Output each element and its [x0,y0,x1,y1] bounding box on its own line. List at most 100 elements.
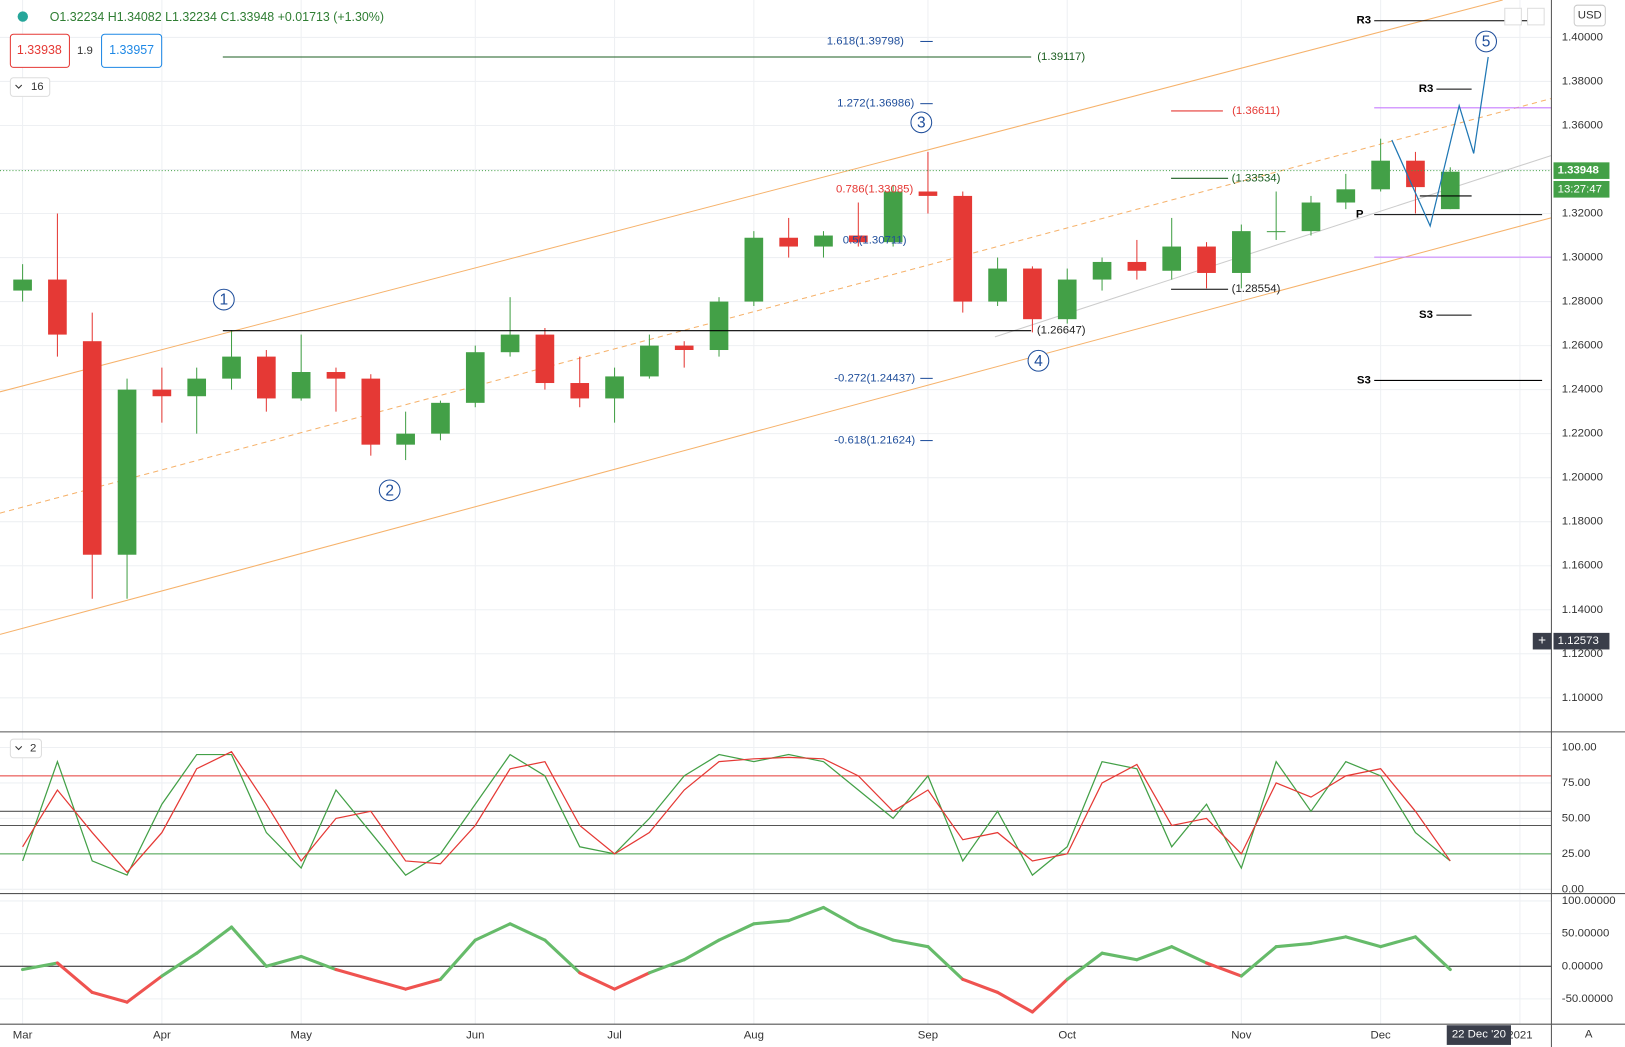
ask-price[interactable]: 1.33957 [109,43,154,57]
candle-body [570,383,590,399]
candle-body [500,334,520,353]
candle-body [117,389,137,555]
candle-body [953,195,973,302]
crosshair-price-box [1553,632,1610,650]
x-tick-label: 2021 [1507,1030,1532,1042]
y-tick-label: 1.32000 [1562,208,1603,220]
channel-upper [0,0,1503,393]
y-tick-label: 0.00 [1562,883,1584,895]
candle-body [535,334,555,384]
crosshair-price-label: 1.12573 [1558,635,1599,647]
momentum-segment [404,977,443,991]
annotation: -0.272(1.24437) [834,372,915,384]
wave-label: 3 [917,114,926,131]
candle-body [82,341,102,555]
wave-marker [1475,30,1498,53]
annotation: (1.39117) [1037,51,1085,63]
momentum-segment [717,922,756,942]
candle-body [1336,189,1356,203]
candle-body [48,279,67,335]
bid-price[interactable]: 1.33938 [17,43,62,57]
candle-body [13,279,32,291]
candle-body [1301,202,1321,232]
crosshair-box [1532,632,1552,650]
y-tick-label: 1.20000 [1562,472,1603,484]
candle-body [883,191,903,243]
auto-scale[interactable]: A [1585,1029,1593,1041]
x-tick-label: Jun [466,1030,484,1042]
candle-body [1406,160,1425,188]
candle-body [1371,160,1390,190]
indicators-toggle[interactable] [9,738,42,759]
momentum-segment [508,922,547,942]
symbol-status[interactable] [17,11,28,22]
last-price-label: 1.33948 [1558,165,1599,177]
wave-label: 2 [385,482,394,499]
channel-lower [0,217,1552,635]
wave-label: 5 [1482,34,1491,51]
candle-body [674,345,694,351]
x-tick-label: Jul [607,1030,622,1042]
candle-body [187,378,207,397]
candle-body [779,237,798,247]
x-tick-label: Aug [744,1030,764,1042]
momentum-segment [752,918,791,926]
x-tick-label: Sep [918,1030,938,1042]
annotation: (1.28554) [1232,283,1281,295]
momentum-segment [334,967,373,981]
momentum-segment [613,971,651,991]
momentum-segment [578,971,617,991]
candle-body [1197,246,1216,273]
wave-marker [212,288,235,311]
candle-body [988,268,1007,302]
momentum-segment [1065,951,1104,981]
momentum-segment [1413,935,1452,972]
countdown-box [1553,181,1610,198]
y-tick-label: 1.26000 [1562,340,1603,352]
annotation: 0.786(1.33085) [836,184,913,196]
y-tick-label: 75.00 [1562,777,1591,789]
indicators-toggle[interactable] [9,77,51,97]
candle-body [1023,268,1042,320]
momentum-segment [1170,945,1209,965]
scroll-button[interactable] [1504,7,1522,26]
momentum-segment [1135,945,1174,962]
momentum-segment [90,990,129,1004]
currency[interactable]: USD [1578,10,1602,22]
candle-body [605,376,624,399]
sell-button[interactable] [9,33,70,68]
crosshair-icon: + [1538,633,1546,648]
grid [0,0,1552,1025]
candle-body [361,378,381,445]
momentum-segment [55,961,94,994]
annotation: R3 [1419,83,1434,95]
currency-button[interactable] [1573,4,1606,27]
momentum-segment [961,977,1000,994]
maximize-button[interactable] [1527,7,1545,26]
y-tick-label: 1.36000 [1562,119,1603,131]
y-tick-label: 1.40000 [1562,31,1603,43]
y-tick-label: 0.00000 [1562,960,1603,972]
annotations: 1.618(1.39798) (1.39117) 1.272(1.36986) (1.… [212,15,1552,502]
momentum-segment [299,954,338,972]
spread: 1.9 [77,45,93,57]
oscillator-line [22,753,1451,877]
indicator-count[interactable]: 2 [30,742,36,754]
annotation: 1.272(1.36986) [837,98,914,110]
countdown: 13:27:47 [1558,183,1602,195]
candle-body [814,235,833,247]
buy-button[interactable] [101,33,163,68]
momentum-segment [891,938,930,949]
y-tick-label: 1.12000 [1562,648,1603,660]
momentum-segment [821,905,860,929]
momentum-segment [438,938,477,981]
y-tick-label: 25.00 [1562,848,1591,860]
indicator-count[interactable]: 16 [31,81,44,93]
y-tick-label: 100.00000 [1562,895,1616,907]
momentum-segment [369,977,408,991]
x-tick-label: Nov [1231,1030,1252,1042]
candle-body [257,356,276,399]
x-tick-label: Apr [153,1030,171,1042]
